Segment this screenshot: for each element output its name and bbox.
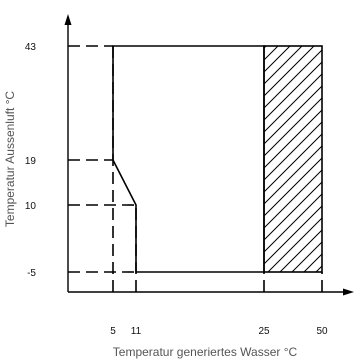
x-axis-arrow xyxy=(343,288,354,296)
y-tick-label: 19 xyxy=(25,156,37,167)
x-axis-title: Temperatur generiertes Wasser °C xyxy=(113,345,298,359)
x-tick-labels: 5 11 25 50 xyxy=(110,326,328,337)
y-axis-arrow xyxy=(64,14,72,25)
operating-envelope xyxy=(112,45,265,273)
y-tick-labels: -5 10 19 43 xyxy=(25,42,37,279)
y-axis-title: Temperatur Aussenluft °C xyxy=(3,91,17,228)
hatched-region xyxy=(263,45,323,273)
y-tick-label: -5 xyxy=(27,268,36,279)
y-tick-label: 10 xyxy=(25,201,37,212)
x-tick-label: 5 xyxy=(110,326,116,337)
x-tick-label: 25 xyxy=(258,326,270,337)
x-tick-label: 11 xyxy=(131,326,142,337)
axes xyxy=(64,14,354,296)
y-tick-label: 43 xyxy=(25,42,37,53)
x-tick-label: 50 xyxy=(316,326,328,337)
